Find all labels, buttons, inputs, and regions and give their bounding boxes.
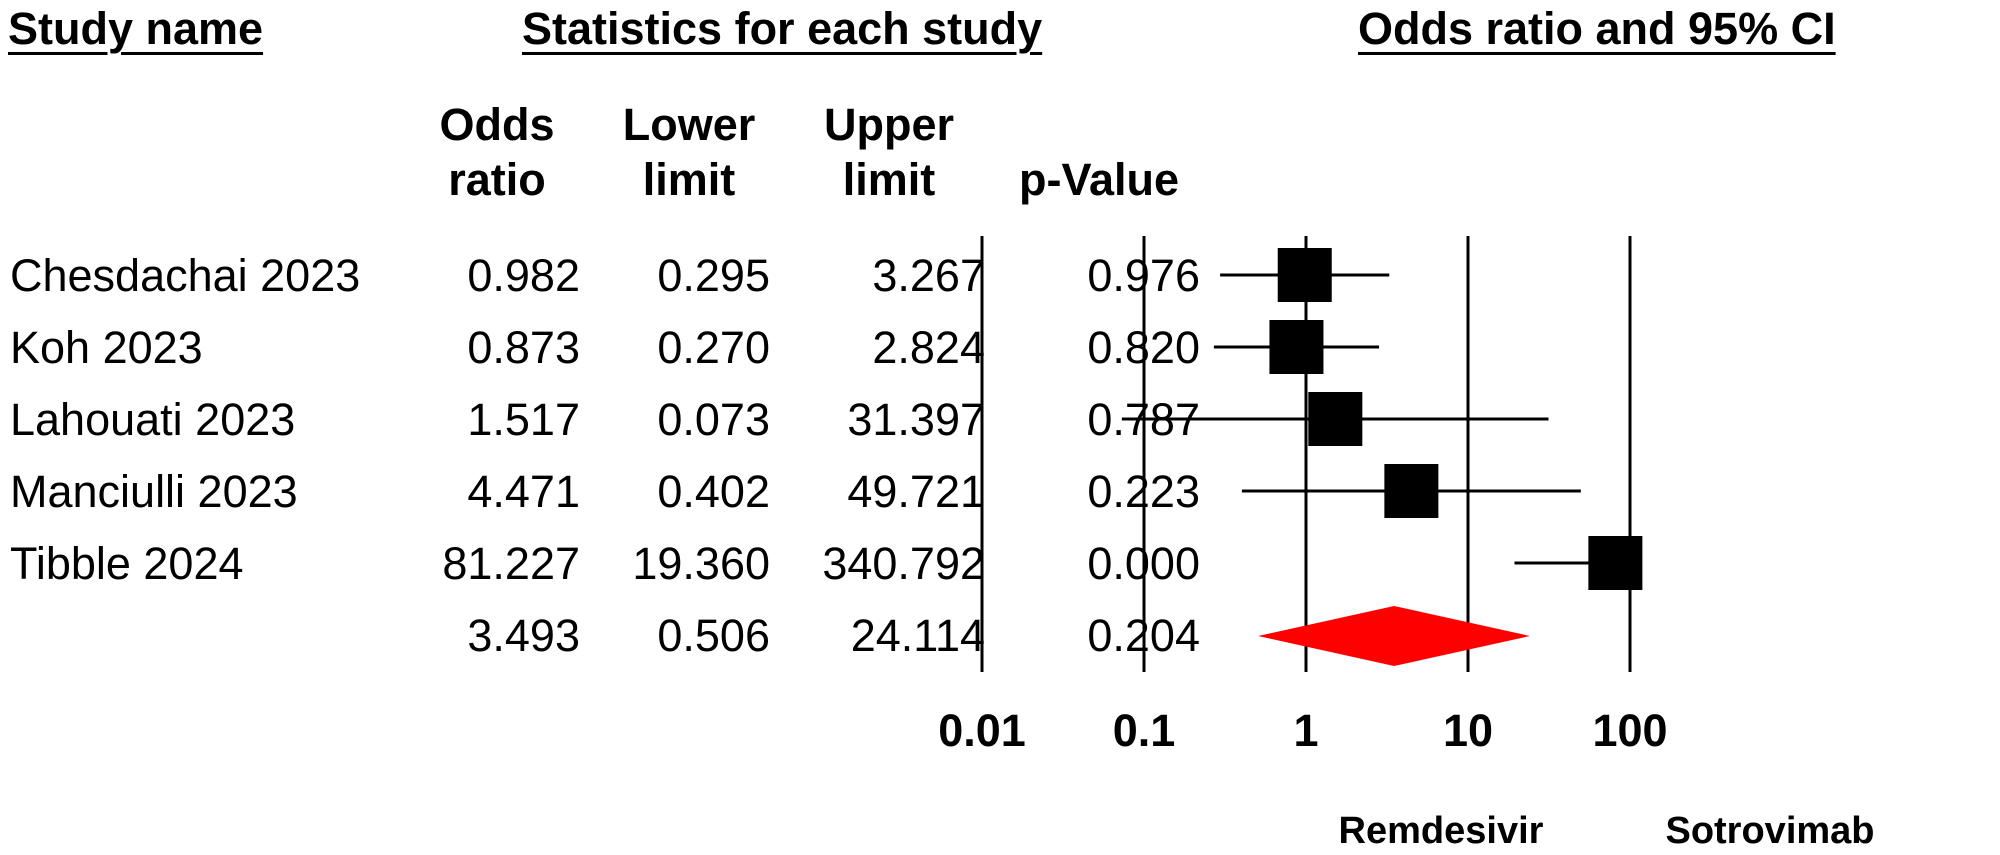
col-header-upper-limit: Upper limit [823, 99, 954, 205]
table-row: Koh 2023 0.873 0.270 2.824 0.820 [0, 318, 1230, 378]
effect-square [1277, 248, 1332, 302]
plot-title: Odds ratio and 95% CI [1358, 3, 1836, 54]
study-name: Koh 2023 [10, 322, 203, 373]
lower-limit-value: 0.402 [657, 466, 770, 517]
x-tick-label: 0.01 [938, 705, 1026, 756]
favours-left-label: Remdesivir [1339, 810, 1544, 852]
lower-limit-value: 0.270 [657, 322, 770, 373]
odds-ratio-value: 4.471 [467, 466, 580, 517]
lower-limit-value: 0.506 [657, 610, 770, 661]
effect-square [1588, 536, 1643, 590]
lower-limit-value: 0.295 [657, 250, 770, 301]
col-header-p-value: p-Value [1018, 154, 1180, 205]
col-header-lower-limit: Lower limit [622, 99, 756, 205]
effect-square [1308, 392, 1363, 446]
odds-ratio-value: 81.227 [442, 538, 580, 589]
study-name: Manciulli 2023 [10, 466, 298, 517]
statistics-header: Statistics for each study [522, 3, 1043, 54]
odds-ratio-value: 0.982 [467, 250, 580, 301]
upper-limit-value: 49.721 [847, 466, 985, 517]
upper-limit-value: 31.397 [847, 394, 985, 445]
favours-right-label: Sotrovimab [1665, 810, 1874, 852]
lower-limit-value: 0.073 [657, 394, 770, 445]
x-tick-label: 100 [1592, 705, 1667, 756]
study-name: Chesdachai 2023 [10, 250, 361, 301]
study-name: Lahouati 2023 [10, 394, 296, 445]
col-header-odds-ratio: Odds ratio [439, 99, 555, 205]
effect-square [1384, 464, 1439, 518]
upper-limit-value: 2.824 [872, 322, 985, 373]
lower-limit-value: 19.360 [632, 538, 770, 589]
odds-ratio-value: 1.517 [467, 394, 580, 445]
effect-square [1269, 320, 1324, 374]
table-row: Chesdachai 2023 0.982 0.295 3.267 0.976 [0, 246, 1230, 306]
x-tick-label: 10 [1443, 705, 1493, 756]
odds-ratio-value: 3.493 [467, 610, 580, 661]
upper-limit-value: 340.792 [822, 538, 985, 589]
study-name: Tibble 2024 [10, 538, 244, 589]
study-name-header: Study name [8, 3, 264, 54]
upper-limit-value: 24.114 [850, 610, 985, 661]
upper-limit-value: 3.267 [872, 250, 985, 301]
x-tick-label: 1 [1293, 705, 1318, 756]
summary-diamond [1258, 606, 1530, 666]
x-tick-label: 0.1 [1113, 705, 1176, 756]
odds-ratio-value: 0.873 [467, 322, 580, 373]
